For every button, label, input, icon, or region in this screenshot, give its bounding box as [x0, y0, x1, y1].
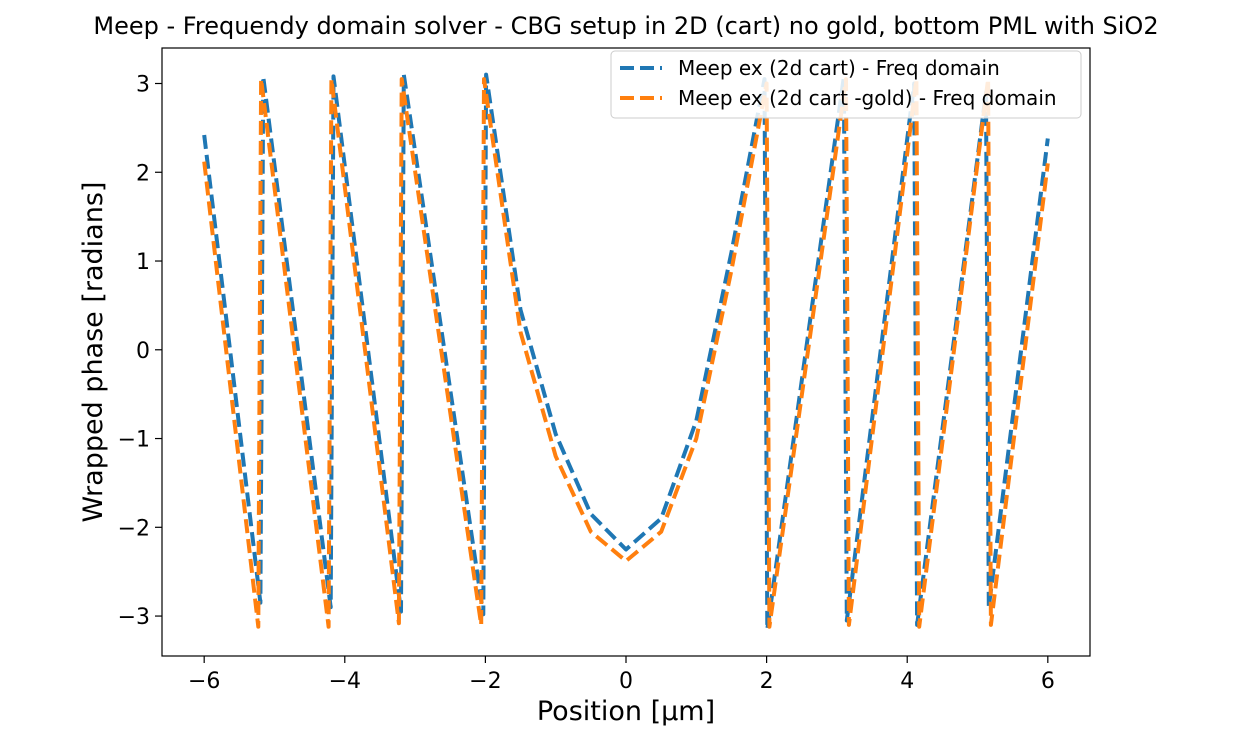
y-tick-label: 1 [136, 250, 150, 275]
y-tick-label: −3 [118, 605, 150, 630]
series-line-2 [202, 77, 1050, 629]
y-tick-label: 0 [136, 339, 150, 364]
x-tick-label: 0 [619, 669, 633, 694]
legend-label-series-2: Meep ex (2d cart -gold) - Freq domain [678, 86, 1057, 110]
y-tick-label: −2 [118, 516, 150, 541]
x-tick-label: −2 [469, 669, 501, 694]
y-axis-label: Wrapped phase [radians] [78, 182, 109, 523]
series-lines [202, 72, 1050, 632]
x-axis: −6 −4 −2 0 2 4 6 [188, 656, 1055, 694]
legend-label-series-1: Meep ex (2d cart) - Freq domain [678, 56, 1000, 80]
x-tick-label: 2 [760, 669, 774, 694]
x-tick-label: −6 [188, 669, 220, 694]
chart-title: Meep - Frequendy domain solver - CBG set… [93, 12, 1158, 40]
y-tick-label: 2 [136, 161, 150, 186]
y-tick-label: −1 [118, 428, 150, 453]
legend-box [610, 50, 1082, 119]
series-line-1 [202, 72, 1050, 632]
plot-area [161, 47, 1091, 657]
x-tick-label: 6 [1041, 669, 1055, 694]
y-axis: −3 −2 −1 0 1 2 3 [118, 73, 162, 630]
y-tick-label: 3 [136, 73, 150, 98]
x-tick-label: 4 [900, 669, 914, 694]
legend: Meep ex (2d cart) - Freq domain Meep ex … [610, 50, 1082, 119]
x-tick-label: −4 [329, 669, 361, 694]
x-axis-label: Position [μm] [537, 696, 715, 727]
